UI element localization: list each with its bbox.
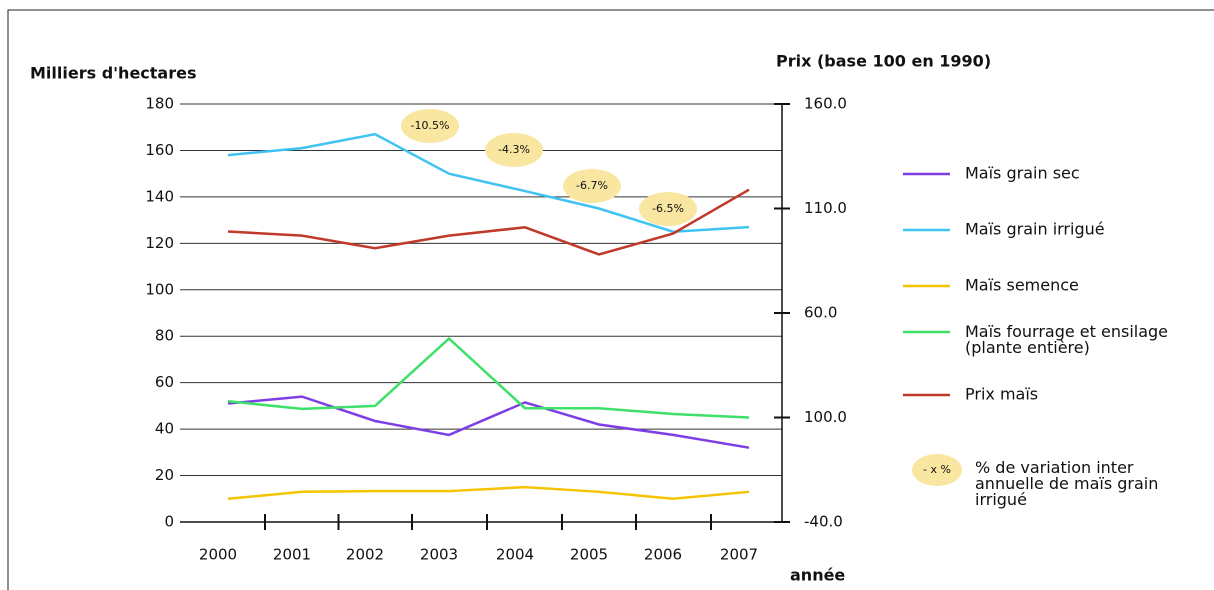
annotation-bubble (563, 169, 621, 203)
frame (7, 9, 1214, 590)
series-line (227, 188, 750, 256)
y2-tick-label: 110.0 (804, 199, 847, 217)
annotation-bubble (639, 192, 697, 226)
annotation: -10.5% (411, 119, 450, 132)
y-tick-label: 20 (155, 466, 174, 484)
legend-label: Prix maïs (965, 385, 1038, 404)
y-tick-label: 0 (164, 513, 174, 531)
y2-title: Prix (base 100 en 1990) (776, 52, 991, 71)
y-tick-label: 40 (155, 420, 174, 438)
x-tick-label: 2000 (199, 546, 237, 564)
x-tick-label: 2006 (644, 546, 682, 564)
legend-label: Maïs fourrage et ensilage (plante entière… (965, 322, 1168, 357)
annotation: -6.5% (652, 202, 684, 215)
y2-tick-label: 60.0 (804, 304, 837, 322)
x-tick-label: 2005 (570, 546, 608, 564)
series-line (227, 395, 750, 449)
x-title: année (790, 566, 845, 585)
series-line (227, 485, 750, 501)
y-tick-label: 180 (145, 95, 174, 113)
series-line (227, 132, 750, 233)
y2-tick-label: 100.0 (804, 408, 847, 426)
legend-note: % de variation inter annuelle de maïs gra… (975, 458, 1158, 509)
legend-note-symbol: - x % (923, 463, 951, 476)
x-tick-label: 2007 (720, 546, 758, 564)
y-title: Milliers d'hectares (30, 64, 196, 83)
y-tick-label: 100 (145, 280, 174, 298)
annotation: -4.3% (498, 143, 530, 156)
y-tick-label: 60 (155, 373, 174, 391)
legend-note-symbol-bg (912, 454, 962, 486)
y2-tick-label: 160.0 (804, 95, 847, 113)
annotation-bubble (401, 109, 459, 143)
y2-tick-label: -40.0 (804, 513, 843, 531)
y-tick-label: 140 (145, 187, 174, 205)
legend-label: Maïs semence (965, 276, 1079, 295)
y-tick-label: 80 (155, 327, 174, 345)
y-tick-label: 160 (145, 141, 174, 159)
x-tick-label: 2004 (496, 546, 534, 564)
series-line (227, 336, 750, 419)
legend-label: Maïs grain sec (965, 164, 1080, 183)
y-tick-label: 120 (145, 234, 174, 252)
x-tick-label: 2002 (346, 546, 384, 564)
x-tick-label: 2003 (420, 546, 458, 564)
annotation: -6.7% (576, 179, 608, 192)
annotation-bubble (485, 133, 543, 167)
x-tick-label: 2001 (273, 546, 311, 564)
legend-label: Maïs grain irrigué (965, 220, 1105, 239)
